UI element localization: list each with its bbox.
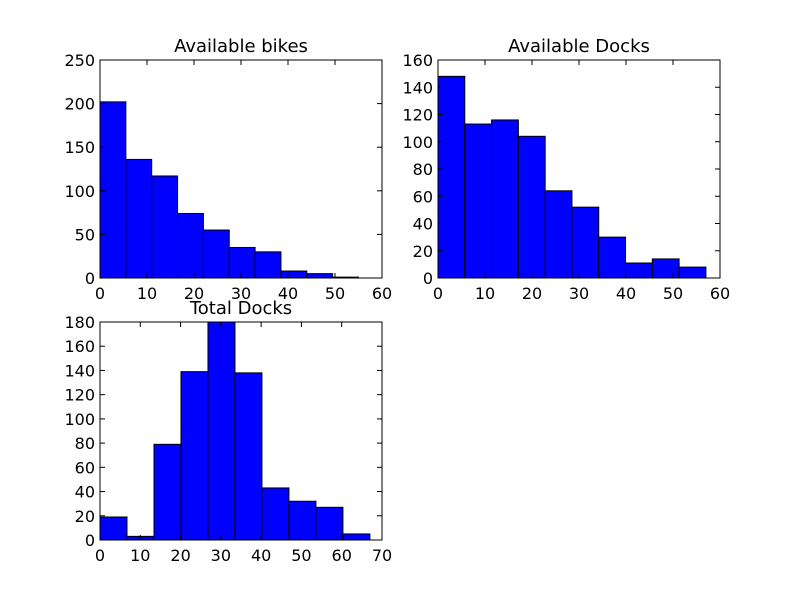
y-tick-label: 40 [413,215,433,234]
bar [228,246,256,279]
chart-available-docks: 0 10 20 30 40 50 60 0 20 40 60 80 100 120 140 160 Availa… [402,36,730,303]
y-tick-label: 140 [402,78,433,97]
y-tick-label: 120 [64,386,95,405]
chart-available-bikes: 0 10 20 30 40 50 60 0 50 100 150 200 250 Available bi… [64,36,392,303]
bar [151,175,179,279]
x-tick-label: 70 [372,546,392,565]
x-tick-label: 40 [278,284,298,303]
bar [202,229,230,279]
bar [153,443,182,541]
x-tick-label: 50 [325,284,345,303]
bar [125,158,153,279]
y-tick-label: 250 [64,51,95,70]
bar [491,119,519,279]
y-tick-label: 80 [413,160,433,179]
bar [234,372,263,541]
x-tick-label: 40 [251,546,271,565]
x-tick-label: 20 [170,546,190,565]
x-tick-label: 10 [475,284,495,303]
bar [342,533,371,541]
plot-frame [99,321,383,541]
x-tick-label: 30 [569,284,589,303]
y-tick-label: 140 [64,361,95,380]
bar [315,506,344,541]
chart-title: Total Docks [189,298,292,319]
y-tick-label: 40 [75,483,95,502]
chart-title: Available Docks [508,36,650,57]
y-tick-label: 60 [413,187,433,206]
x-tick-label: 60 [372,284,392,303]
y-tick-label: 180 [64,313,95,332]
y-tick-label: 100 [64,182,95,201]
x-tick-label: 0 [95,546,105,565]
y-tick-label: 20 [413,242,433,261]
x-tick-label: 50 [291,546,311,565]
y-tick-label: 150 [64,138,95,157]
y-tick-label: 20 [75,507,95,526]
bar [280,270,308,279]
x-tick-label: 60 [710,284,730,303]
bar [544,190,573,279]
x-tick-label: 10 [137,284,157,303]
y-tick-label: 200 [64,95,95,114]
bar [517,135,546,279]
x-tick-label: 20 [184,284,204,303]
y-tick-label: 60 [75,458,95,477]
y-tick-label: 80 [75,434,95,453]
bar [651,258,680,279]
x-tick-label: 30 [211,546,231,565]
x-tick-label: 0 [95,284,105,303]
y-tick-label: 0 [85,531,95,550]
x-tick-label: 10 [130,546,150,565]
y-tick-label: 160 [64,337,95,356]
bar [437,75,466,279]
x-tick-label: 40 [616,284,636,303]
chart-title: Available bikes [174,36,308,57]
bar [571,206,600,279]
bar [99,101,127,279]
y-tick-label: 0 [423,269,433,288]
bar [180,371,209,541]
bar [288,500,317,541]
bar [177,212,204,279]
chart-total-docks: 0 10 20 30 40 50 60 70 0 20 40 60 80 100 120 140 160 180 T… [64,298,392,565]
y-tick-label: 100 [64,410,95,429]
x-tick-label: 30 [231,284,251,303]
x-tick-label: 20 [522,284,542,303]
y-tick-label: 120 [402,106,433,125]
bar [207,321,236,541]
bar [99,516,128,541]
bar [678,266,707,279]
y-tick-label: 50 [75,225,95,244]
y-tick-label: 160 [402,51,433,70]
bar [598,236,627,279]
bar [306,273,334,279]
x-tick-label: 0 [433,284,443,303]
y-tick-label: 0 [85,269,95,288]
bar [625,262,653,279]
x-tick-label: 50 [663,284,683,303]
x-tick-label: 60 [332,546,352,565]
bar [254,251,282,279]
bar [464,123,493,279]
y-tick-label: 100 [402,133,433,152]
bar [261,487,290,541]
